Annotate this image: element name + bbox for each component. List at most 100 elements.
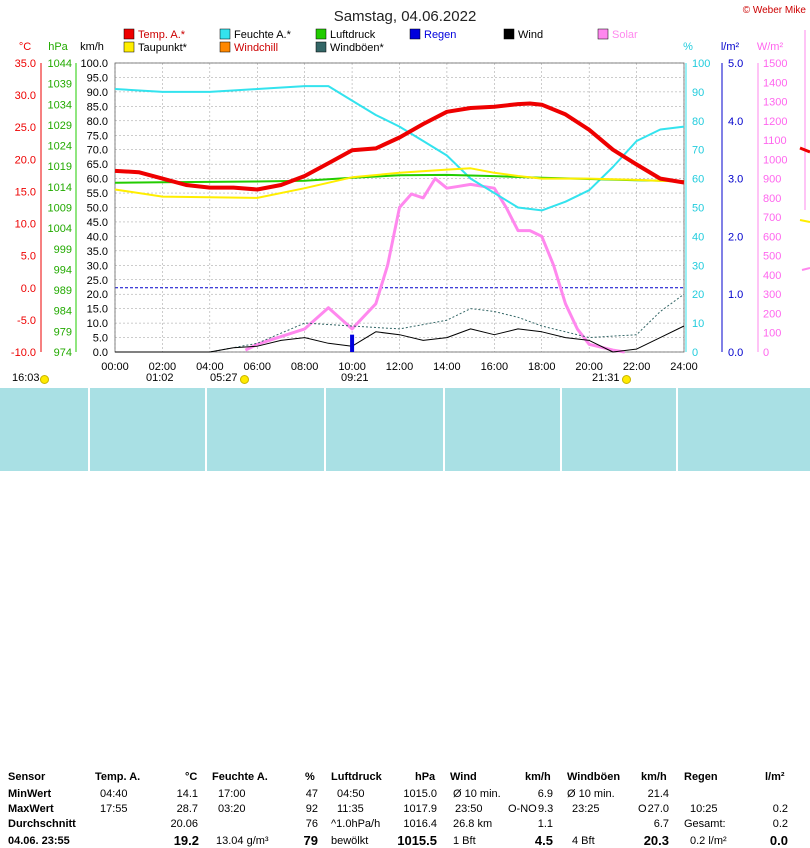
rain-tick: 5.0 xyxy=(728,58,743,70)
axis-units: °C hPa km/h% l/m² W/m² xyxy=(19,41,784,53)
pressure-tick: 979 xyxy=(54,326,72,338)
avg-gust: 6.7 xyxy=(653,818,669,830)
now-wind: 4.5 xyxy=(534,833,553,848)
max-hum-time: 03:20 xyxy=(218,803,246,815)
legend-swatch xyxy=(315,28,327,40)
hdr-sensor: Sensor xyxy=(8,771,46,783)
pressure-tick: 1034 xyxy=(48,99,72,111)
legend-label: Solar xyxy=(612,29,638,41)
min-hum-time: 17:00 xyxy=(218,788,246,800)
next-chart-edge xyxy=(799,30,810,271)
max-temp: 28.7 xyxy=(176,803,198,815)
max-wind: 9.3 xyxy=(538,803,554,815)
wind-tick: 55.0 xyxy=(87,188,108,200)
pressure-tick: 999 xyxy=(54,244,72,256)
temp-tick: 0.0 xyxy=(21,283,36,295)
min-gust: 21.4 xyxy=(647,788,669,800)
max-press-time: 11:35 xyxy=(337,803,364,815)
legend-label: Windböen* xyxy=(330,42,385,54)
avg-hum: 76 xyxy=(305,818,318,830)
wind-tick: 15.0 xyxy=(87,304,108,316)
avg-press: 1016.4 xyxy=(403,818,437,830)
pressure-tick: 984 xyxy=(54,306,72,318)
sunrise-label: 05:27 xyxy=(210,372,238,384)
pressure-tick: 1014 xyxy=(48,182,72,194)
pressure-tick: 1019 xyxy=(48,161,72,173)
now-wind-label: 1 Bft xyxy=(453,835,476,847)
x-tick: 04:00 xyxy=(196,361,224,373)
row-max-label: MaxWert xyxy=(8,803,54,815)
x-tick: 14:00 xyxy=(433,361,461,373)
hdr-gust: Windböen xyxy=(567,771,621,783)
pressure-tick: 1004 xyxy=(48,223,72,235)
x-tick: 24:00 xyxy=(670,361,698,373)
humidity-tick: 50 xyxy=(692,203,704,215)
pressure-unit: hPa xyxy=(48,41,68,53)
hdr-gust-unit: km/h xyxy=(641,771,667,783)
temp-tick: -5.0 xyxy=(17,315,36,327)
x-tick: 08:00 xyxy=(291,361,319,373)
x-tick: 22:00 xyxy=(623,361,651,373)
solar-tick: 600 xyxy=(763,231,781,243)
wind-tick: 40.0 xyxy=(87,231,108,243)
sunset-icon xyxy=(622,375,631,384)
series-feuchte-a-line xyxy=(114,85,685,212)
humidity-tick: 100 xyxy=(692,58,710,70)
wind-tick: 20.0 xyxy=(87,289,108,301)
max-wind-dir: O-NO xyxy=(508,803,537,815)
row-avg-label: Durchschnitt xyxy=(8,818,76,830)
avg-rain-label: Gesamt: xyxy=(684,818,726,830)
sunset-label: 21:31 xyxy=(592,372,620,384)
x-tick: 06:00 xyxy=(243,361,271,373)
wind-tick: 75.0 xyxy=(87,130,108,142)
temp-tick: 20.0 xyxy=(15,154,36,166)
max-rain-time: 10:25 xyxy=(690,803,718,815)
wind-tick: 30.0 xyxy=(87,260,108,272)
row-now-label: 04.06. 23:55 xyxy=(8,835,70,847)
avg-wind-label: 26.8 km xyxy=(453,818,493,830)
sunrise-icon xyxy=(240,375,249,384)
pressure-tick: 1009 xyxy=(48,203,72,215)
hdr-wind-unit: km/h xyxy=(525,771,551,783)
wind-tick: 90.0 xyxy=(87,87,108,99)
x-tick: 02:00 xyxy=(149,361,177,373)
legend-label: Regen xyxy=(424,29,456,41)
avg-press-label: ^1.0hPa/h xyxy=(331,818,381,830)
copyright: © Weber Mike xyxy=(743,5,807,16)
solar-tick: 800 xyxy=(763,193,781,205)
series-lines xyxy=(114,85,685,354)
avg-rain: 0.2 xyxy=(772,818,788,830)
moonset-label: 09:21 xyxy=(341,372,369,384)
legend-label: Taupunkt* xyxy=(138,42,188,54)
min-gust-label: Ø 10 min. xyxy=(567,788,615,800)
hdr-hum: Feuchte A. xyxy=(212,771,268,783)
rain-unit: l/m² xyxy=(721,41,740,53)
legend-label: Luftdruck xyxy=(330,29,376,41)
temp-tick: 5.0 xyxy=(21,251,36,263)
max-hum: 92 xyxy=(305,803,318,815)
max-rain: 0.2 xyxy=(772,803,788,815)
wind-tick: 50.0 xyxy=(87,203,108,215)
wind-tick: 25.0 xyxy=(87,275,108,287)
series-temp-a-line xyxy=(114,101,685,192)
humidity-tick: 90 xyxy=(692,87,704,99)
now-press: 1015.5 xyxy=(397,833,437,848)
rain-tick: 3.0 xyxy=(728,174,743,186)
solar-tick: 400 xyxy=(763,270,781,282)
solar-unit: W/m² xyxy=(757,41,784,53)
now-rain: 0.0 xyxy=(769,833,788,848)
moonrise-label: 01:02 xyxy=(146,372,174,384)
min-wind: 6.9 xyxy=(537,788,553,800)
row-min-label: MinWert xyxy=(8,788,52,800)
hdr-temp: Temp. A. xyxy=(95,771,141,783)
min-temp-time: 04:40 xyxy=(100,788,128,800)
pressure-tick: 1024 xyxy=(48,141,72,153)
x-tick: 10:00 xyxy=(338,361,366,373)
hdr-hum-unit: % xyxy=(305,771,315,783)
solar-tick: 1000 xyxy=(763,154,787,166)
max-gust: 27.0 xyxy=(647,803,669,815)
wind-tick: 80.0 xyxy=(87,116,108,128)
wind-tick: 70.0 xyxy=(87,145,108,157)
legend-swatch xyxy=(315,41,327,53)
x-axis: 00:00 02:00 04:00 06:00 08:00 10:00 12:00 14:00… xyxy=(101,361,698,373)
